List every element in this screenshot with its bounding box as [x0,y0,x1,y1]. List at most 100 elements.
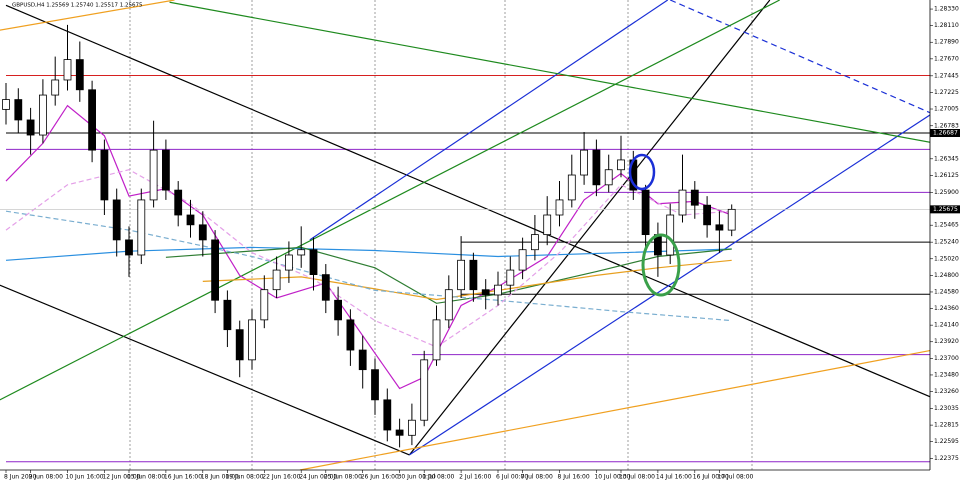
candle-body [469,259,478,291]
moving-average [5,169,732,348]
price-axis-bg [930,0,960,482]
trend-line [169,1,960,149]
candle-body [39,94,47,136]
candle-body [186,214,195,226]
y-tick-label: 1.23700 [934,355,959,362]
current-price-bg [930,205,960,214]
axes: 1.28330 1.28110 1.27890 1.27670 1.27445 1.272… [4,6,960,481]
y-tick-label: 1.23920 [934,338,959,345]
x-tick-label: 26 Jun 16:00 [361,474,399,481]
x-tick-label: 25 Jun 08:00 [324,474,362,481]
y-tick-label: 1.25465 [934,222,959,229]
y-tick-label: 1.23260 [934,388,959,395]
y-tick-label: 1.22595 [934,438,959,445]
candle-body [617,159,625,171]
x-tick-label: 19 Jun 08:00 [225,474,263,481]
x-tick-label: 8 Jun 2020 [4,474,36,481]
candle-body [88,89,96,151]
candle-body [211,239,220,301]
x-tick-label: 15 Jun 08:00 [127,474,165,481]
x-tick-label: 14 Jul 16:00 [656,474,692,481]
candle-body [248,319,256,361]
x-tick-label: 10 Jun 16:00 [66,474,104,481]
trend-line [309,0,669,241]
x-tick-label: 9 Jun 08:00 [29,474,63,481]
x-tick-label: 2 Jul 16:00 [459,474,491,481]
y-tick-label: 1.22815 [934,422,959,429]
x-tick-label: 24 Jun 00:00 [299,474,337,481]
candle-body [2,99,10,110]
y-tick-label: 1.28330 [934,6,959,13]
candle-body [26,119,35,136]
candle-body [420,359,429,421]
candle-body [518,249,527,271]
candle-body [14,99,23,121]
candle-body [567,174,576,201]
y-tick-label: 1.26125 [934,172,959,179]
candle-body [690,189,699,206]
trend-line [5,4,960,411]
candle-body [395,429,404,436]
y-tick-label: 1.25900 [934,189,959,196]
candle-body [432,319,441,361]
time-axis-bg [0,470,930,482]
candle-body [161,149,170,191]
candle-body [198,224,207,241]
candle-body [444,289,453,321]
trend-line [0,0,175,31]
candle-body [149,149,158,201]
trend-line [0,0,780,401]
candle-body [112,199,121,241]
candle-body [284,254,293,271]
blue-ellipse [628,153,656,191]
candle-body [346,319,355,351]
candle-body [592,149,601,186]
candle-body [678,189,687,216]
candle-body [358,349,367,371]
candle-body [407,419,416,436]
y-tick-label: 1.26783 [934,122,959,129]
candle-body [235,329,244,361]
green-ellipse [641,233,681,297]
candle-body [531,234,539,251]
y-tick-label: 1.27890 [934,39,959,46]
candle-body [506,269,515,286]
x-tick-label: 17 Jul 08:00 [717,474,753,481]
candle-body [383,399,392,431]
candle-body [666,214,675,256]
trend-line [408,0,771,456]
candle-body [137,199,146,256]
y-tick-label: 1.23035 [934,405,959,412]
trend-line [409,94,960,456]
current-price-tag: 1.25675 [933,206,958,213]
y-tick-label: 1.27225 [934,89,959,96]
y-tick-label: 1.26345 [934,155,959,162]
x-tick-label: 16 Jul 00:00 [693,474,729,481]
candles [2,24,736,448]
candle-body [223,299,232,331]
y-tick-label: 1.27005 [934,106,959,113]
price-tag: 1.26687 [933,130,958,137]
y-tick-label: 1.28110 [934,22,959,29]
y-tick-label: 1.24140 [934,322,959,329]
candle-body [715,224,724,231]
candle-body [51,79,60,96]
x-tick-label: 1 Jul 08:00 [422,474,454,481]
candle-body [272,269,281,291]
candle-body [604,169,613,186]
y-tick-label: 1.24580 [934,288,959,295]
candle-body [580,149,588,176]
x-tick-label: 30 Jun 00:00 [398,474,436,481]
candle-body [703,204,711,226]
candle-body [63,59,72,81]
x-tick-label: 6 Jul 00:00 [496,474,528,481]
y-tick-label: 1.23480 [934,371,959,378]
x-tick-label: 18 Jun 00:00 [201,474,239,481]
candle-body [309,249,318,276]
x-tick-label: 13 Jul 08:00 [619,474,655,481]
x-tick-label: 22 Jun 16:00 [262,474,300,481]
candle-body [555,199,564,216]
candle-body [260,289,269,321]
